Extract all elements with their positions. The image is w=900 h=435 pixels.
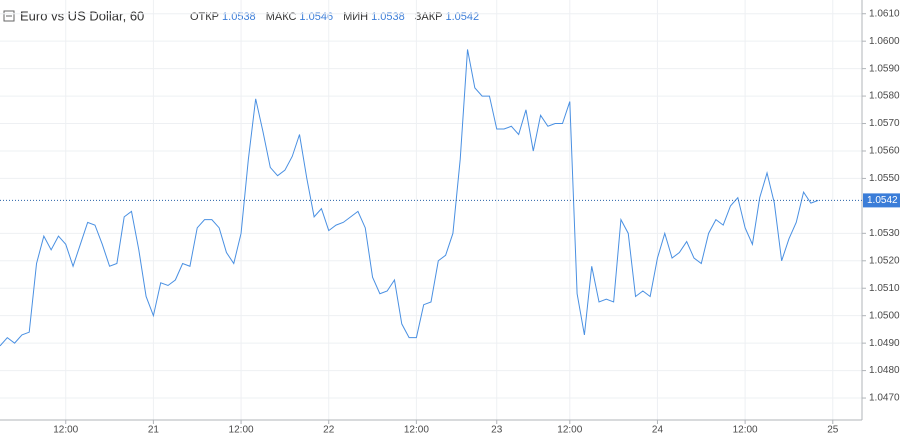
ohlc-value: 1.0546 <box>299 11 333 23</box>
y-tick-label: 1.0550 <box>869 173 900 184</box>
x-tick-label: 12:00 <box>733 425 758 435</box>
ohlc-label: МИН <box>343 11 368 23</box>
x-tick-label: 23 <box>491 425 503 435</box>
x-tick-label: 22 <box>323 425 335 435</box>
y-tick-label: 1.0610 <box>869 8 900 19</box>
y-tick-label: 1.0500 <box>869 310 900 321</box>
x-tick-label: 25 <box>827 425 839 435</box>
x-tick-label: 21 <box>148 425 160 435</box>
ohlc-label: МАКС <box>266 11 297 23</box>
price-line <box>0 49 819 347</box>
ohlc-value: 1.0542 <box>445 11 479 23</box>
y-tick-label: 1.0570 <box>869 118 900 129</box>
chart-title: Euro vs US Dollar, 60 <box>20 8 144 23</box>
y-tick-label: 1.0470 <box>869 393 900 404</box>
y-tick-label: 1.0590 <box>869 63 900 74</box>
y-tick-label: 1.0520 <box>869 255 900 266</box>
y-tick-label: 1.0510 <box>869 283 900 294</box>
x-tick-label: 24 <box>652 425 664 435</box>
x-tick-label: 12:00 <box>229 425 254 435</box>
y-tick-label: 1.0480 <box>869 365 900 376</box>
x-tick-label: 12:00 <box>53 425 78 435</box>
ohlc-label: ЗАКР <box>415 11 443 23</box>
y-tick-label: 1.0560 <box>869 146 900 157</box>
x-tick-label: 12:00 <box>404 425 429 435</box>
ohlc-value: 1.0538 <box>222 11 256 23</box>
x-tick-label: 12:00 <box>557 425 582 435</box>
y-tick-label: 1.0600 <box>869 36 900 47</box>
ohlc-label: ОТКР <box>190 11 219 23</box>
y-tick-label: 1.0530 <box>869 228 900 239</box>
y-tick-label: 1.0580 <box>869 91 900 102</box>
last-price-box <box>863 193 900 208</box>
collapse-icon[interactable] <box>3 10 15 22</box>
y-tick-label: 1.0490 <box>869 338 900 349</box>
ohlc-value: 1.0538 <box>371 11 405 23</box>
last-price-label: 1.0542 <box>867 195 898 206</box>
